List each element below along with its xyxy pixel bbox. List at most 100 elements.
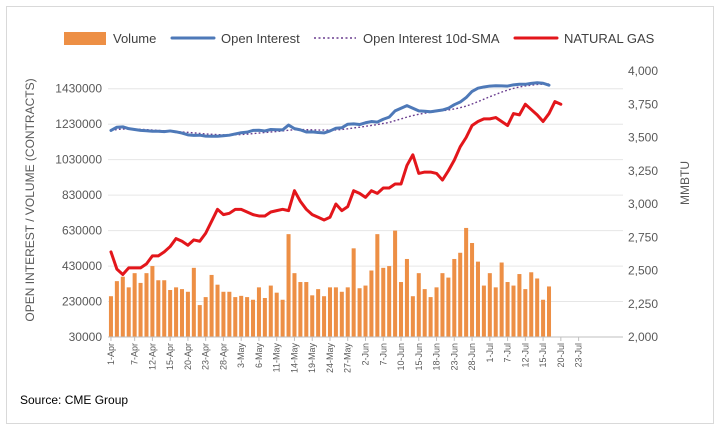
volume-bar: [393, 230, 398, 337]
x-tick-label: 7-Apr: [130, 343, 140, 365]
x-tick-label: 1-Apr: [106, 343, 116, 365]
volume-bar: [546, 286, 552, 337]
volume-bar: [292, 273, 297, 337]
x-tick-label: 2-Jun: [361, 343, 371, 366]
volume-bar: [286, 234, 291, 337]
legend-label-3: NATURAL GAS: [564, 31, 655, 46]
x-axis-ticks: 1-Apr 7-Apr 12-Apr 15-Apr 20-Apr 23-Apr 28-Apr…: [106, 337, 584, 373]
right-tick-label: 2,750: [628, 230, 658, 244]
x-tick-label: 27-May: [343, 343, 353, 374]
volume-bar: [499, 262, 504, 337]
left-tick-label: 830000: [62, 188, 102, 202]
volume-bar: [410, 296, 415, 337]
volume-bar: [475, 261, 480, 337]
volume-bar: [523, 289, 528, 337]
x-tick-label: 15-Jul: [538, 343, 548, 368]
volume-bar: [351, 248, 356, 337]
left-tick-label: 630000: [62, 224, 102, 238]
volume-bar: [375, 234, 380, 337]
volume-bar: [144, 273, 149, 337]
volume-bar: [274, 292, 279, 337]
volume-bar: [239, 295, 244, 337]
x-tick-label: 28-Apr: [218, 343, 228, 370]
left-axis-label: OPEN INTEREST / VOLUME (CONTRACTS): [23, 78, 37, 321]
volume-bar: [416, 273, 421, 337]
volume-bar: [333, 287, 338, 337]
volume-bar: [327, 287, 332, 337]
right-tick-label: 2,500: [628, 264, 658, 278]
series-lines: [109, 81, 563, 276]
volume-bar: [114, 281, 119, 337]
chart-frame: Volume Open Interest Open Interest 10d-SMA…: [6, 6, 714, 424]
legend-label-0: Volume: [113, 31, 156, 46]
x-tick-label: 23-Jul: [574, 343, 584, 368]
left-tick-label: 430000: [62, 259, 102, 273]
legend-label-1: Open Interest: [221, 31, 300, 46]
volume-bar: [203, 297, 208, 337]
left-tick-label: 1030000: [55, 153, 102, 167]
volume-bar: [452, 258, 457, 337]
volume-bar: [458, 252, 463, 337]
volume-bar: [256, 287, 261, 337]
volume-bar: [209, 274, 214, 337]
volume-bar: [221, 291, 226, 337]
x-tick-label: 10-Jun: [396, 343, 406, 371]
x-tick-label: 14-May: [290, 343, 300, 374]
volume-bar: [440, 273, 445, 337]
volume-bar: [387, 266, 392, 337]
volume-bar: [298, 282, 303, 337]
right-tick-label: 3,000: [628, 197, 658, 211]
x-tick-label: 23-Apr: [201, 343, 211, 370]
volume-bar: [150, 266, 155, 337]
x-tick-label: 28-Jun: [467, 343, 477, 371]
x-tick-label: 12-Apr: [147, 343, 157, 370]
volume-bar: [156, 280, 161, 337]
volume-bar: [517, 274, 522, 337]
right-tick-label: 3,500: [628, 131, 658, 145]
x-tick-label: 24-May: [325, 343, 335, 374]
volume-bar: [363, 285, 368, 337]
x-tick-label: 20-Jul: [556, 343, 566, 368]
volume-bar: [357, 288, 362, 337]
right-tick-label: 3,250: [628, 164, 658, 178]
volume-bar: [434, 287, 439, 337]
volume-bar: [162, 280, 167, 337]
chart-canvas: Volume Open Interest Open Interest 10d-SMA…: [20, 31, 692, 407]
x-tick-label: 20-Apr: [183, 343, 193, 370]
volume-bar: [251, 299, 256, 337]
natural-gas-line: [109, 100, 563, 276]
volume-bar: [310, 295, 315, 337]
x-tick-label: 12-Jul: [520, 343, 530, 368]
left-tick-label: 230000: [62, 295, 102, 309]
volume-bar: [345, 287, 350, 337]
volume-bar: [262, 297, 267, 337]
volume-bar: [339, 291, 344, 337]
x-tick-label: 6-May: [254, 343, 264, 369]
x-tick-label: 7-Jun: [378, 343, 388, 366]
x-tick-label: 23-Jun: [449, 343, 459, 371]
right-tick-label: 2,000: [628, 330, 658, 344]
volume-bar: [179, 289, 185, 337]
volume-bar: [493, 287, 498, 337]
left-tick-label: 1230000: [55, 117, 102, 131]
volume-bar: [245, 297, 250, 337]
volume-bar: [470, 243, 475, 337]
left-tick-label: 30000: [69, 330, 103, 344]
x-tick-label: 15-Jun: [414, 343, 424, 371]
open-interest-line: [109, 81, 551, 138]
volume-bar: [197, 305, 202, 337]
left-tick-label: 1430000: [55, 82, 102, 96]
volume-bar: [191, 267, 196, 337]
volume-bars: [108, 227, 552, 337]
volume-bar: [446, 277, 451, 337]
volume-bar: [215, 284, 220, 337]
source-note: Source: CME Group: [20, 393, 128, 407]
volume-bar: [304, 282, 309, 337]
right-tick-label: 4,000: [628, 64, 658, 78]
volume-bar: [428, 297, 433, 337]
volume-bar: [233, 297, 238, 337]
right-tick-label: 3,750: [628, 97, 658, 111]
volume-bar: [316, 289, 321, 337]
volume-bar: [529, 272, 534, 337]
volume-bar: [505, 282, 510, 337]
